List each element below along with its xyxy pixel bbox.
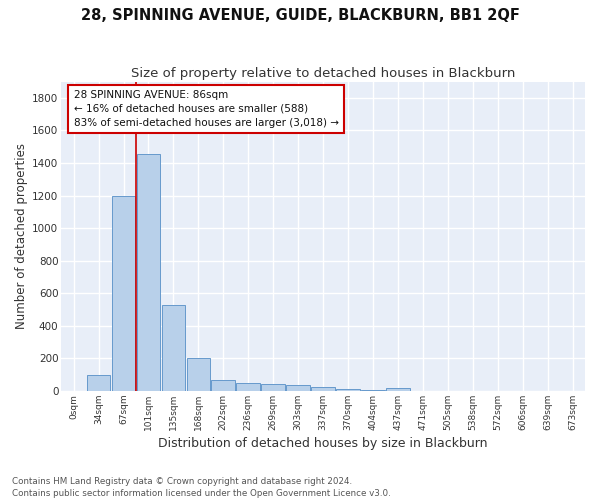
- Y-axis label: Number of detached properties: Number of detached properties: [15, 144, 28, 330]
- Bar: [286, 385, 310, 391]
- Bar: [236, 383, 260, 391]
- Bar: [87, 376, 110, 391]
- Text: 28 SPINNING AVENUE: 86sqm
← 16% of detached houses are smaller (588)
83% of semi: 28 SPINNING AVENUE: 86sqm ← 16% of detac…: [74, 90, 338, 128]
- Bar: [361, 390, 385, 391]
- Bar: [112, 196, 136, 391]
- Bar: [161, 304, 185, 391]
- Bar: [311, 386, 335, 391]
- Bar: [386, 388, 410, 391]
- Bar: [262, 384, 285, 391]
- Bar: [137, 154, 160, 391]
- X-axis label: Distribution of detached houses by size in Blackburn: Distribution of detached houses by size …: [158, 437, 488, 450]
- Bar: [336, 389, 360, 391]
- Text: 28, SPINNING AVENUE, GUIDE, BLACKBURN, BB1 2QF: 28, SPINNING AVENUE, GUIDE, BLACKBURN, B…: [80, 8, 520, 22]
- Text: Contains HM Land Registry data © Crown copyright and database right 2024.
Contai: Contains HM Land Registry data © Crown c…: [12, 476, 391, 498]
- Bar: [211, 380, 235, 391]
- Title: Size of property relative to detached houses in Blackburn: Size of property relative to detached ho…: [131, 68, 515, 80]
- Bar: [187, 358, 210, 391]
